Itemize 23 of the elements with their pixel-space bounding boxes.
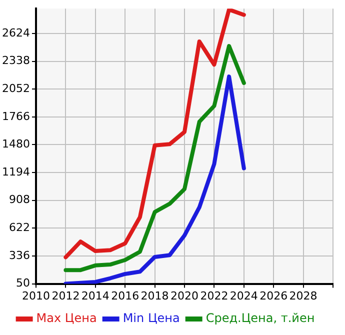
y-tick-label: 2338 — [2, 54, 30, 68]
legend-label: Min Цена — [122, 311, 180, 326]
y-tick-label: 50 — [16, 276, 30, 290]
y-tick-label: 1766 — [2, 110, 30, 123]
x-tick-label: 2014 — [81, 289, 110, 302]
x-tick-label: 2026 — [260, 289, 288, 302]
y-tick-label: 1194 — [2, 165, 30, 178]
x-tick-label: 2028 — [289, 289, 318, 302]
x-tick-label: 2010 — [22, 289, 50, 302]
y-tick-label: 2624 — [2, 26, 30, 40]
x-tick-label: 2022 — [200, 289, 228, 302]
y-tick-label: 2052 — [2, 82, 30, 95]
y-tick-label: 336 — [8, 248, 30, 262]
legend-label: Max Цена — [36, 311, 97, 326]
x-tick-label: 2016 — [111, 289, 140, 302]
x-tick-label: 2020 — [170, 289, 198, 302]
legend-label: Сред.Цена, т.йен — [206, 311, 315, 326]
x-tick-label: 2024 — [230, 289, 258, 302]
x-tick-label: 2012 — [52, 289, 80, 302]
y-tick-label: 908 — [8, 193, 30, 206]
x-tick-label: 2018 — [140, 289, 169, 302]
y-tick-label: 622 — [8, 221, 30, 234]
y-tick-label: 1480 — [2, 138, 30, 151]
